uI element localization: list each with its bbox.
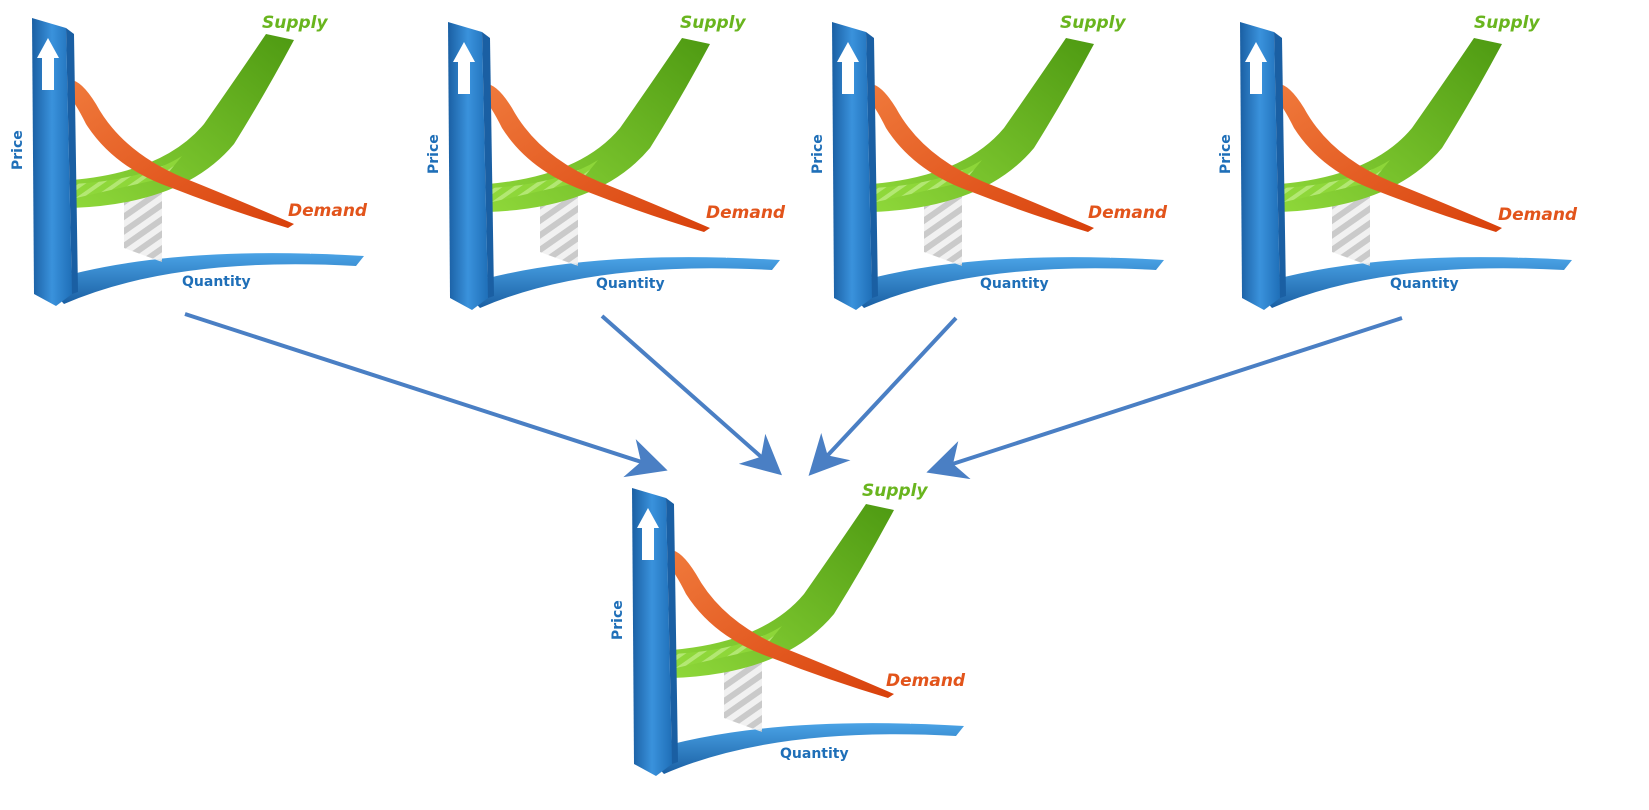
supply-label: Supply <box>862 481 929 501</box>
source-chart-4: Price Quantity Supply Demand <box>1218 13 1578 310</box>
arrow-4 <box>926 316 1403 480</box>
source-chart-3: Price Quantity Supply Demand <box>810 13 1168 310</box>
source-chart-2: Price Quantity Supply Demand <box>426 13 786 310</box>
arrow-2 <box>600 314 782 476</box>
supply-label: Supply <box>1474 13 1541 33</box>
price-axis-label: Price <box>10 130 26 170</box>
demand-label: Demand <box>1088 203 1168 223</box>
supply-label: Supply <box>680 13 747 33</box>
price-axis-label: Price <box>1218 134 1234 174</box>
quantity-axis-label: Quantity <box>596 276 665 292</box>
source-chart-1: Price Quantity Supply Demand <box>10 13 368 306</box>
quantity-axis-label: Quantity <box>1390 276 1459 292</box>
demand-label: Demand <box>1498 205 1578 225</box>
demand-label: Demand <box>706 203 786 223</box>
arrow-3 <box>808 316 958 476</box>
quantity-axis-label: Quantity <box>980 276 1049 292</box>
quantity-axis-label: Quantity <box>780 746 849 762</box>
price-axis-label: Price <box>426 134 442 174</box>
converging-arrows <box>184 312 1403 480</box>
price-axis-label: Price <box>610 600 626 640</box>
arrow-1 <box>184 312 668 478</box>
price-axis-label: Price <box>810 134 826 174</box>
supply-label: Supply <box>262 13 329 33</box>
demand-label: Demand <box>288 201 368 221</box>
supply-label: Supply <box>1060 13 1127 33</box>
quantity-axis-label: Quantity <box>182 274 251 290</box>
combined-chart: Price Quantity Supply Demand <box>610 481 966 776</box>
demand-label: Demand <box>886 671 966 691</box>
